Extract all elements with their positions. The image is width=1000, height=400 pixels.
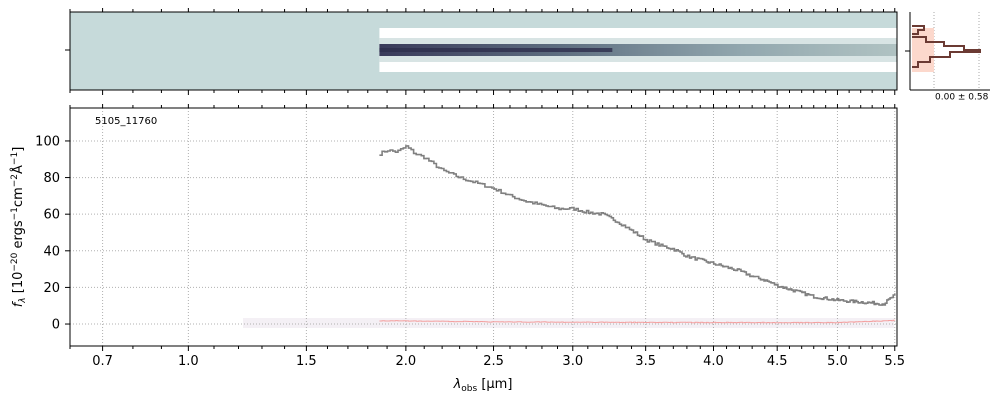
two-d-spectrum-ticks	[65, 8, 896, 95]
one-d-grid	[70, 108, 897, 346]
error-series-line	[379, 319, 896, 324]
one-d-spectrum-frame	[69, 107, 898, 347]
y-tick-label: 0	[52, 318, 60, 333]
x-tick-label: 1.5	[296, 354, 317, 369]
one-d-series	[379, 145, 896, 324]
y-axis-label: fλ [10−20 ergs−1cm−2Å−1]	[10, 147, 28, 308]
x-tick-label: 5.0	[827, 354, 848, 369]
x-axis-label: λobs [μm]	[453, 377, 513, 394]
x-tick-label: 5.5	[884, 354, 905, 369]
x-tick-label: 4.0	[703, 354, 724, 369]
profile-panel: 0.00 ± 0.58	[905, 12, 990, 103]
x-tick-label: 4.5	[767, 354, 788, 369]
profile-annotation: 0.00 ± 0.58	[935, 93, 989, 103]
two-d-spectrum-trace	[379, 28, 897, 72]
two-d-spectrum-panel	[65, 8, 898, 95]
x-tick-label: 1.0	[178, 354, 199, 369]
trace-core	[379, 44, 897, 56]
flux-series-line	[379, 145, 896, 306]
x-tick-label: 3.5	[635, 354, 656, 369]
noise-band	[243, 318, 894, 328]
one-d-spectrum-panel: 0.7 1.0 1.5 2.0 2.5 3.0 3.5 4.0 4.5 5.0 5.5 0 20 40 60…	[10, 104, 905, 394]
x-tick-label: 3.0	[562, 354, 583, 369]
y-tick-label: 100	[35, 134, 60, 149]
y-tick-label: 60	[43, 208, 60, 223]
two-d-spectrum-frame	[69, 11, 898, 91]
profile-line	[912, 25, 981, 68]
one-d-ticks: 0.7 1.0 1.5 2.0 2.5 3.0 3.5 4.0 4.5 5.0 5.5 0 20 40 60…	[35, 104, 905, 369]
x-tick-label: 2.0	[396, 354, 417, 369]
object-id-label: 5105_11760	[95, 116, 157, 127]
y-tick-label: 80	[43, 171, 60, 186]
y-tick-label: 20	[43, 281, 60, 296]
x-tick-label: 0.7	[92, 354, 113, 369]
y-tick-label: 40	[43, 244, 60, 259]
x-tick-label: 2.5	[483, 354, 504, 369]
trace-center	[379, 48, 613, 52]
